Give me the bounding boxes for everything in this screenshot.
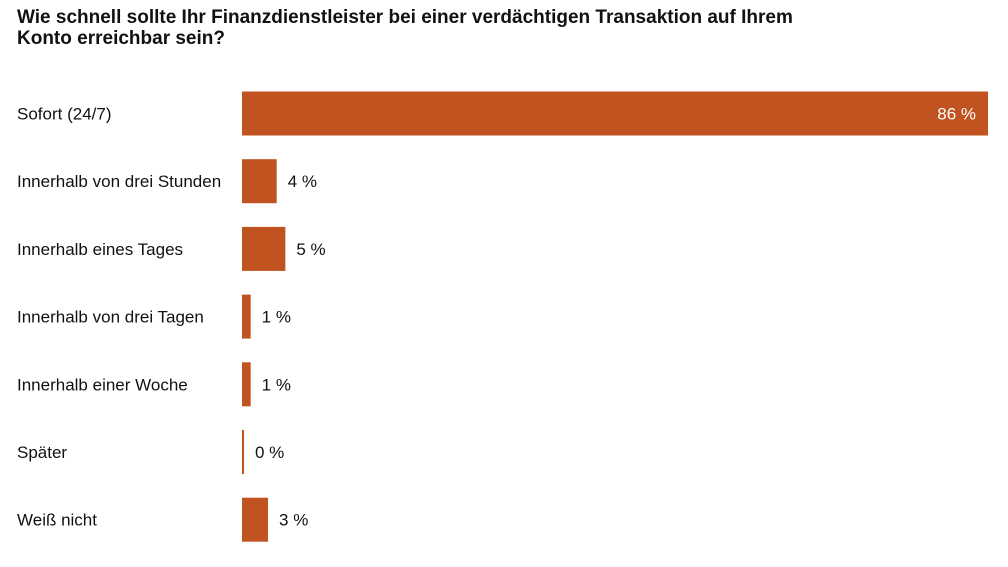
category-label: Später [17,443,67,462]
bar [242,226,286,271]
chart-title: Wie schnell sollte Ihr Finanzdienstleist… [17,7,793,49]
bar [242,362,251,407]
value-label: 4 % [288,172,317,191]
value-label: 0 % [255,443,284,462]
bar [242,497,269,542]
value-label: 5 % [296,240,325,259]
category-label: Weiß nicht [17,511,97,530]
category-label: Innerhalb einer Woche [17,375,188,394]
value-label: 1 % [262,308,291,327]
bar [242,294,251,339]
category-label: Innerhalb von drei Stunden [17,172,221,191]
value-label: 3 % [279,511,308,530]
bar [242,159,277,204]
category-label: Innerhalb eines Tages [17,240,183,259]
value-label: 86 % [937,105,976,124]
bar [242,91,988,136]
category-label: Innerhalb von drei Tagen [17,308,204,327]
bar [242,430,244,474]
value-label: 1 % [262,375,291,394]
category-label: Sofort (24/7) [17,105,112,124]
